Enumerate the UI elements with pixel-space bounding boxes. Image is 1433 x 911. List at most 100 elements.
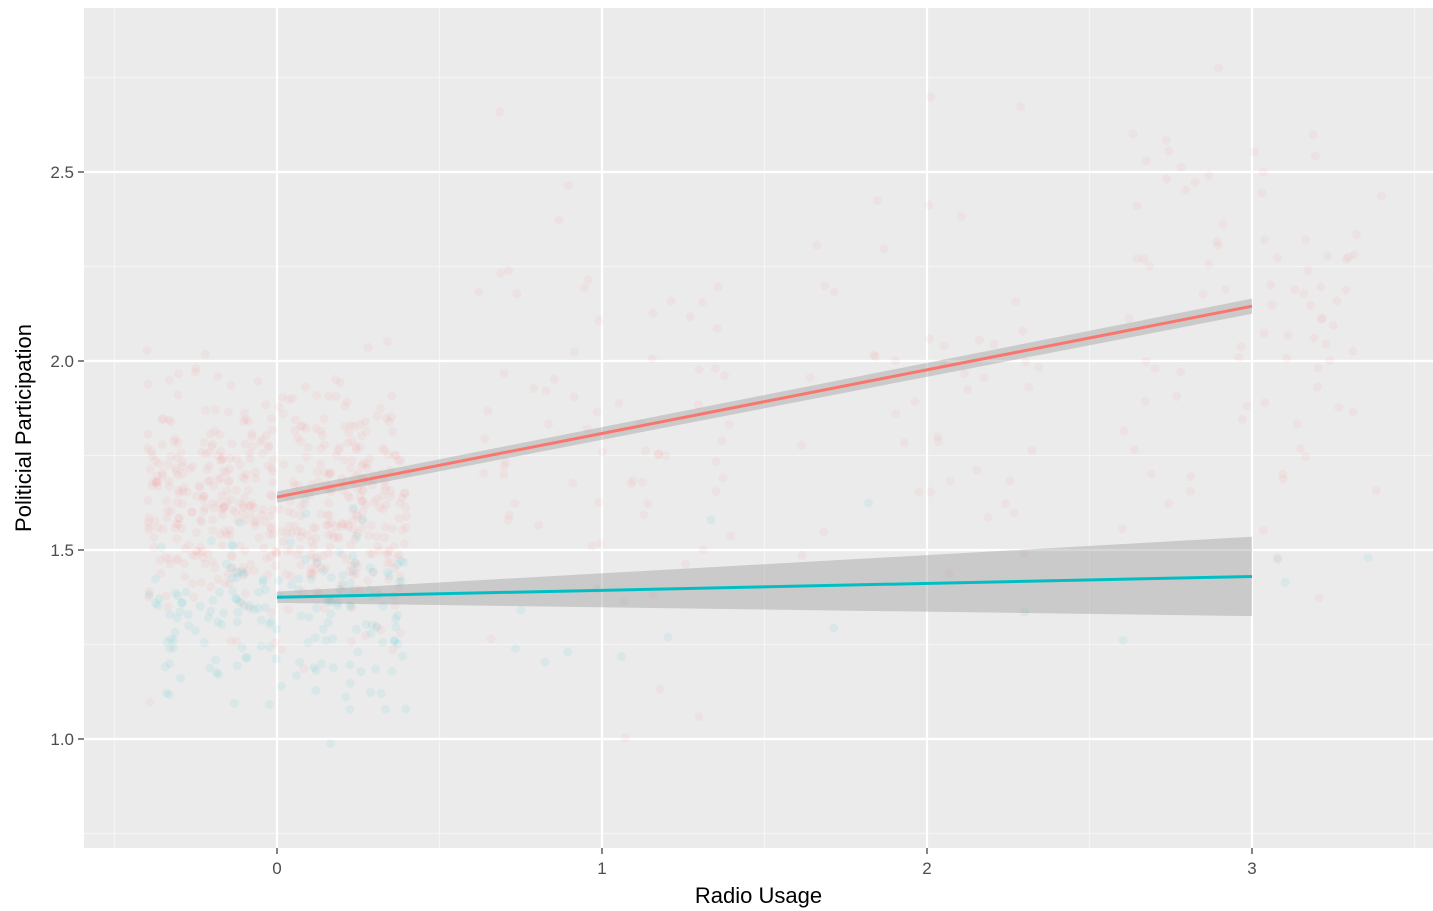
data-point <box>225 530 235 540</box>
data-point <box>829 287 839 297</box>
data-point <box>1141 357 1151 366</box>
y-axis: 1.0 1.5 2.0 2.5 <box>50 163 84 749</box>
data-point <box>239 601 249 611</box>
data-point <box>376 625 386 635</box>
data-point <box>200 503 210 513</box>
data-point <box>479 469 489 479</box>
data-point <box>217 540 227 550</box>
data-point <box>363 342 373 352</box>
plot-panel <box>84 8 1433 848</box>
data-point <box>184 621 194 631</box>
data-point <box>163 602 173 612</box>
data-point <box>235 518 245 527</box>
data-point <box>369 497 379 507</box>
data-point <box>1352 230 1361 240</box>
data-point <box>209 481 219 491</box>
data-point <box>534 520 544 530</box>
data-point <box>229 698 239 708</box>
data-point <box>240 588 250 598</box>
data-point <box>1349 250 1359 259</box>
data-point <box>166 507 176 516</box>
data-point <box>726 531 736 541</box>
data-point <box>201 449 211 458</box>
data-point <box>222 559 231 569</box>
data-point <box>362 463 372 473</box>
data-point <box>153 523 163 533</box>
data-point <box>1164 499 1173 508</box>
data-point <box>249 566 259 576</box>
data-point <box>255 437 265 447</box>
data-point <box>310 553 320 563</box>
data-point <box>712 323 722 333</box>
data-point <box>311 686 321 695</box>
x-tick-label: 0 <box>272 859 281 878</box>
data-point <box>364 531 374 541</box>
data-point <box>382 548 392 558</box>
data-point <box>157 471 167 481</box>
data-point <box>1332 296 1342 306</box>
data-point <box>324 548 334 558</box>
data-point <box>192 491 201 501</box>
data-point <box>332 601 342 610</box>
data-point <box>250 518 260 528</box>
data-point <box>348 570 358 580</box>
data-point <box>296 532 305 542</box>
data-point <box>254 533 264 543</box>
data-point <box>336 579 346 589</box>
data-point <box>1348 407 1358 417</box>
data-point <box>233 516 243 526</box>
data-point <box>293 584 303 594</box>
data-point <box>268 477 278 487</box>
data-point <box>390 563 399 573</box>
data-point <box>305 569 315 579</box>
data-point <box>242 653 252 663</box>
data-point <box>367 620 377 630</box>
data-point <box>1321 339 1331 349</box>
data-point <box>144 513 154 522</box>
data-point <box>144 522 154 532</box>
data-point <box>171 588 180 598</box>
data-point <box>166 417 176 427</box>
data-point <box>797 440 806 450</box>
data-point <box>925 487 935 497</box>
data-point <box>295 657 305 667</box>
data-point <box>228 505 238 515</box>
data-point <box>296 421 305 431</box>
data-point <box>516 605 526 615</box>
data-point <box>324 470 334 480</box>
data-point <box>278 393 287 402</box>
data-point <box>316 563 326 573</box>
major-gridlines <box>84 8 1433 848</box>
data-point <box>192 528 201 538</box>
data-point <box>232 636 242 646</box>
data-point <box>213 372 223 381</box>
data-point <box>499 469 509 479</box>
data-point <box>711 457 721 466</box>
data-point <box>335 584 345 594</box>
data-point <box>307 567 317 577</box>
data-point <box>1124 314 1134 323</box>
data-point <box>345 578 355 588</box>
minor-gridlines <box>84 8 1433 848</box>
data-point <box>399 558 409 567</box>
data-point <box>267 607 277 617</box>
data-point <box>259 517 269 527</box>
data-point <box>592 407 602 417</box>
data-point <box>191 626 200 636</box>
data-point <box>169 643 179 653</box>
data-point <box>153 601 163 610</box>
data-point <box>150 456 160 466</box>
data-point <box>350 421 360 431</box>
data-point <box>235 498 244 508</box>
data-point <box>382 413 392 423</box>
data-point <box>1034 363 1044 372</box>
data-point <box>257 435 267 445</box>
data-point <box>265 551 275 561</box>
data-point <box>357 461 367 471</box>
data-point <box>618 596 628 606</box>
data-point <box>353 511 363 521</box>
data-point <box>177 499 187 509</box>
data-point <box>378 601 388 611</box>
data-point <box>267 425 277 435</box>
data-point <box>496 268 506 278</box>
